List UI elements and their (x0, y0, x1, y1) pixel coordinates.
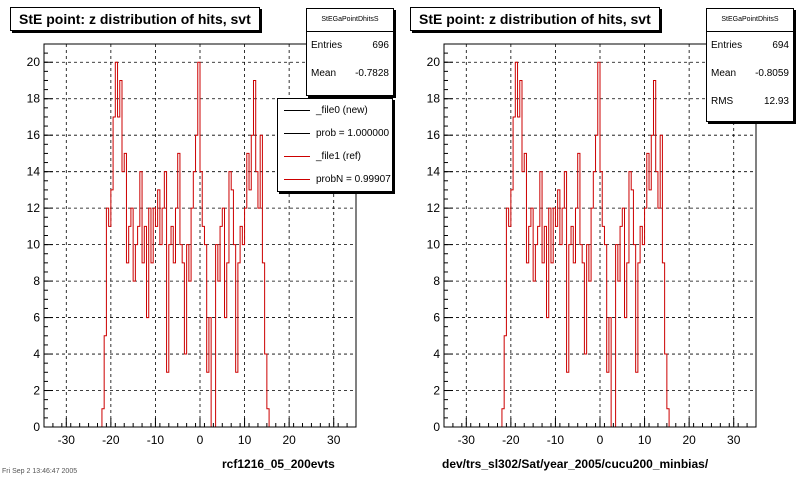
legend-entry-prob: prob = 1.000000 (278, 122, 392, 145)
y-tick-label: 0 (33, 420, 40, 434)
stats-row-mean: Mean -0.8059 (707, 60, 793, 88)
x-axis-label: dev/trs_sl302/Sat/year_2005/cucu200_minb… (442, 457, 709, 471)
stats-label: RMS (711, 96, 734, 107)
y-tick-label: 8 (433, 274, 440, 288)
y-tick-label: 20 (427, 55, 441, 69)
y-tick-label: 6 (433, 311, 440, 325)
x-tick-label: -10 (547, 433, 565, 447)
stats-label: Mean (311, 68, 337, 79)
right-panel: -30 -20 -10 0 10 20 30 0 2 4 6 8 10 12 14 16 18 20 StE po… (400, 0, 800, 480)
x-tick-label: 10 (638, 433, 652, 447)
stats-label: Entries (311, 40, 343, 51)
stats-value: 12.93 (763, 96, 789, 107)
legend-swatch (284, 156, 310, 157)
stats-title: StEGaPointDhitsS (307, 9, 393, 32)
stats-value: -0.7828 (355, 68, 389, 79)
y-tick-label: 6 (33, 311, 40, 325)
y-tick-label: 14 (427, 165, 441, 179)
stats-value: 696 (372, 40, 389, 51)
y-tick-label: 4 (33, 347, 40, 361)
x-tick-label: -20 (502, 433, 520, 447)
x-tick-label: -20 (102, 433, 120, 447)
legend-swatch (284, 110, 310, 111)
x-tick-label: 20 (282, 433, 296, 447)
y-tick-label: 20 (27, 55, 41, 69)
y-tick-label: 8 (33, 274, 40, 288)
y-tick-label: 12 (27, 201, 41, 215)
y-tick-label: 2 (433, 384, 440, 398)
x-axis-label: rcf1216_05_200evts (222, 457, 335, 471)
legend-label: probN = 0.99907 (316, 174, 391, 185)
legend-entry-ref: _file1 (ref) (278, 145, 392, 168)
stats-box: StEGaPointDhitsS Entries 696 Mean -0.782… (306, 8, 394, 96)
x-tick-label: 0 (197, 433, 204, 447)
stats-row-entries: Entries 694 (707, 32, 793, 60)
y-tick-label: 0 (433, 420, 440, 434)
legend-label: _file1 (ref) (316, 151, 362, 162)
y-tick-label: 10 (27, 238, 41, 252)
y-tick-label: 18 (27, 92, 41, 106)
y-tick-label: 16 (427, 128, 441, 142)
x-tick-label: 10 (238, 433, 252, 447)
x-tick-label: -30 (458, 433, 476, 447)
stats-value: 694 (772, 40, 789, 51)
x-tick-label: -10 (147, 433, 165, 447)
stats-title: StEGaPointDhitsS (707, 9, 793, 32)
y-tick-label: 4 (433, 347, 440, 361)
stats-row-entries: Entries 696 (307, 32, 393, 60)
y-tick-label: 2 (33, 384, 40, 398)
stats-label: Mean (711, 68, 737, 79)
legend-label: _file0 (new) (316, 105, 368, 116)
x-tick-label: 0 (597, 433, 604, 447)
y-tick-label: 14 (27, 165, 41, 179)
y-tick-label: 12 (427, 201, 441, 215)
histogram-plot-left: -30 -20 -10 0 10 20 30 0 2 4 6 8 10 12 14 16 18 20 (27, 43, 357, 447)
legend-swatch (284, 133, 310, 134)
plot-title: StE point: z distribution of hits, svt (410, 7, 660, 31)
timestamp: Fri Sep 2 13:46:47 2005 (2, 468, 78, 475)
plot-title: StE point: z distribution of hits, svt (10, 7, 260, 31)
stats-row-rms: RMS 12.93 (707, 88, 793, 116)
y-tick-label: 16 (27, 128, 41, 142)
x-tick-label: 20 (682, 433, 696, 447)
legend-entry-probn: probN = 0.99907 (278, 168, 392, 191)
left-panel: -30 -20 -10 0 10 20 30 0 2 4 6 8 10 12 14 16 18 20 StE po… (0, 0, 400, 480)
x-tick-label: 30 (727, 433, 741, 447)
y-tick-label: 18 (427, 92, 441, 106)
histogram-plot-right: -30 -20 -10 0 10 20 30 0 2 4 6 8 10 12 14 16 18 20 (427, 43, 757, 447)
y-tick-label: 10 (427, 238, 441, 252)
x-tick-label: -30 (58, 433, 76, 447)
x-tick-label: 30 (327, 433, 341, 447)
stats-row-mean: Mean -0.7828 (307, 60, 393, 88)
stats-label: Entries (711, 40, 743, 51)
legend-entry-new: _file0 (new) (278, 99, 392, 122)
legend-swatch (284, 179, 310, 180)
legend: _file0 (new) prob = 1.000000 _file1 (ref… (277, 98, 393, 192)
stats-box: StEGaPointDhitsS Entries 694 Mean -0.805… (706, 8, 794, 122)
stats-value: -0.8059 (755, 68, 789, 79)
legend-label: prob = 1.000000 (316, 128, 390, 139)
